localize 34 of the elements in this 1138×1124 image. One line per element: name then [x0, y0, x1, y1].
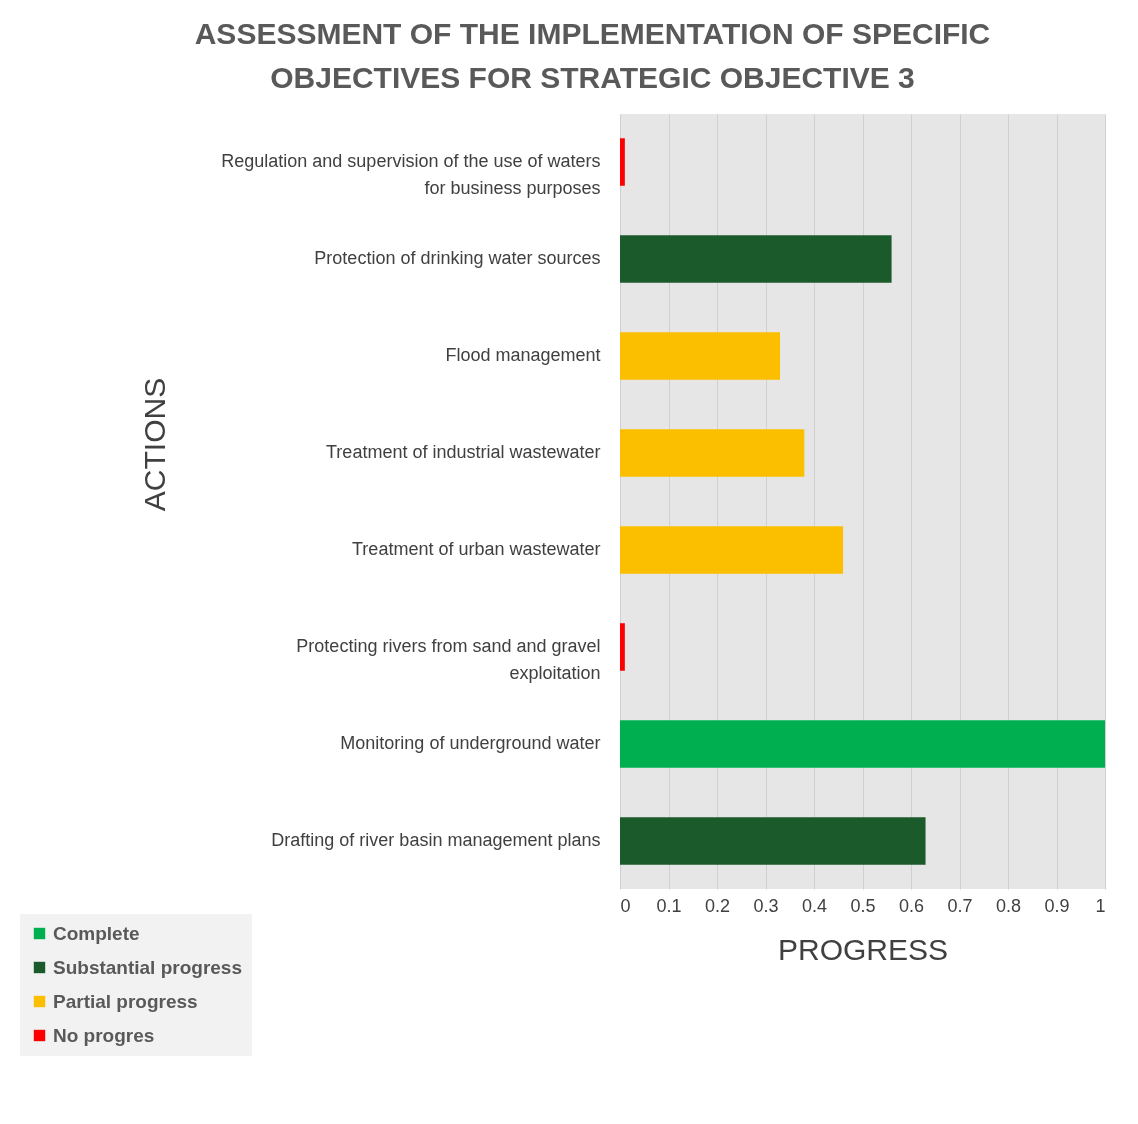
- x-tick-label: 0.8: [995, 895, 1022, 916]
- bar: [620, 138, 625, 186]
- y-tick-label: Drafting of river basin management plans: [271, 829, 601, 850]
- bar: [620, 429, 805, 477]
- legend-label: Substantial progress: [53, 956, 242, 978]
- legend-label: No progres: [53, 1024, 155, 1046]
- y-tick-label: Protection of drinking water sources: [314, 248, 601, 269]
- y-tick-label: Regulation and supervision of the use of waters for business purposes: [221, 151, 601, 199]
- bar: [620, 720, 1105, 768]
- y-tick-label: Treatment of industrial wastewater: [326, 442, 601, 462]
- x-tick-label: 0.5: [850, 895, 876, 916]
- y-tick-label: Flood management: [445, 345, 601, 366]
- x-tick-label: 0.6: [898, 895, 925, 916]
- y-axis-title: ACTIONS: [137, 377, 171, 512]
- bar: [620, 235, 892, 283]
- x-tick-label: 0.4: [801, 895, 828, 916]
- x-tick-label: 0.2: [704, 895, 731, 916]
- y-tick-label: Treatment of urban wastewater: [352, 539, 601, 559]
- y-tick-label: Protecting rivers from sand and gravel exploitation: [296, 635, 601, 683]
- bar: [620, 623, 625, 671]
- bar: [620, 332, 781, 380]
- x-axis-title: PROGRESS: [777, 932, 949, 966]
- bar: [620, 526, 844, 574]
- x-tick-label: 0.1: [656, 895, 682, 916]
- y-tick-label: Monitoring of underground water: [340, 732, 601, 753]
- x-tick-label: 0.3: [753, 895, 779, 916]
- legend-label: Complete: [53, 922, 140, 944]
- x-tick-label: 0: [620, 895, 631, 916]
- legend-label: Partial progress: [53, 990, 198, 1012]
- x-tick-label: 1: [1095, 895, 1106, 916]
- chart-title: ASSESSMENT OF THE IMPLEMENTATION OF SPECIFIC OBJECTIVES FOR STRATEGIC OBJECTIVE 3: [194, 17, 991, 94]
- bar: [620, 817, 926, 865]
- x-tick-label: 0.7: [947, 895, 973, 916]
- x-tick-label: 0.9: [1044, 895, 1070, 916]
